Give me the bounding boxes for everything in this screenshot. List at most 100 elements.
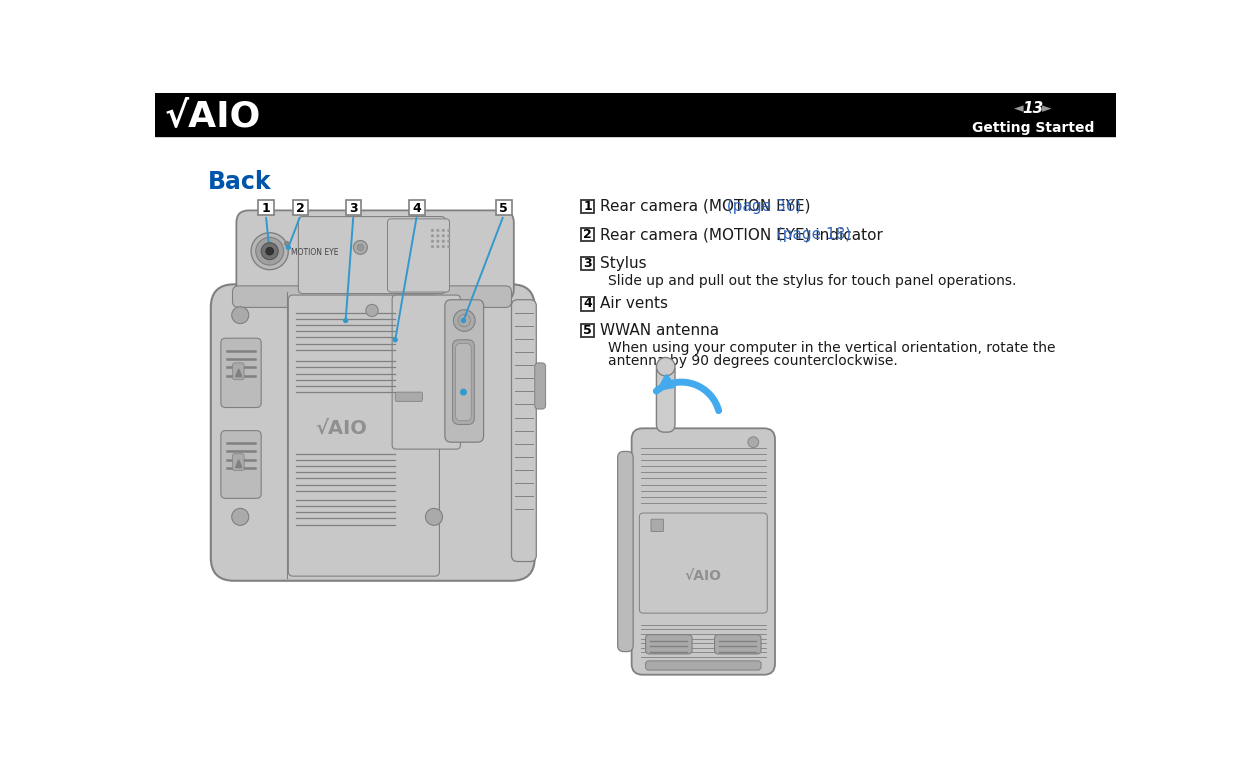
Text: antenna by 90 degrees counterclockwise.: antenna by 90 degrees counterclockwise. bbox=[608, 355, 898, 369]
Text: (page 36): (page 36) bbox=[722, 198, 801, 214]
Circle shape bbox=[262, 243, 278, 260]
Text: √AIO: √AIO bbox=[684, 569, 722, 584]
Circle shape bbox=[284, 241, 289, 246]
Text: 1: 1 bbox=[584, 200, 593, 212]
Circle shape bbox=[448, 240, 450, 243]
Text: 3: 3 bbox=[584, 258, 593, 271]
FancyBboxPatch shape bbox=[496, 200, 511, 215]
Text: 5: 5 bbox=[584, 324, 593, 338]
Text: 4: 4 bbox=[413, 202, 422, 215]
Text: Slide up and pull out the stylus for touch panel operations.: Slide up and pull out the stylus for tou… bbox=[608, 275, 1016, 289]
Circle shape bbox=[432, 245, 434, 248]
FancyBboxPatch shape bbox=[582, 200, 594, 212]
Circle shape bbox=[748, 436, 759, 447]
FancyBboxPatch shape bbox=[396, 392, 423, 401]
Circle shape bbox=[460, 389, 467, 395]
Text: ►: ► bbox=[1042, 102, 1052, 115]
Circle shape bbox=[461, 318, 466, 323]
FancyBboxPatch shape bbox=[651, 519, 663, 531]
Text: Back: Back bbox=[207, 170, 272, 194]
FancyBboxPatch shape bbox=[534, 363, 546, 409]
FancyBboxPatch shape bbox=[714, 635, 761, 654]
Text: 2: 2 bbox=[584, 228, 593, 241]
FancyBboxPatch shape bbox=[656, 363, 675, 432]
FancyBboxPatch shape bbox=[582, 258, 594, 271]
Circle shape bbox=[436, 245, 439, 248]
FancyBboxPatch shape bbox=[511, 300, 536, 562]
Circle shape bbox=[255, 237, 284, 265]
FancyBboxPatch shape bbox=[233, 454, 244, 471]
Text: ◄: ◄ bbox=[1014, 102, 1024, 115]
Circle shape bbox=[393, 337, 398, 342]
FancyBboxPatch shape bbox=[221, 430, 262, 499]
Circle shape bbox=[436, 229, 439, 232]
Polygon shape bbox=[236, 369, 242, 377]
Text: √AIO: √AIO bbox=[315, 419, 367, 438]
Bar bbox=[155, 93, 1116, 136]
Text: Rear camera (MOTION EYE) indicator: Rear camera (MOTION EYE) indicator bbox=[600, 227, 883, 242]
FancyBboxPatch shape bbox=[646, 635, 692, 654]
Circle shape bbox=[357, 244, 363, 251]
Circle shape bbox=[265, 247, 274, 255]
Circle shape bbox=[448, 245, 450, 248]
Circle shape bbox=[441, 229, 445, 232]
Circle shape bbox=[454, 310, 475, 331]
Text: 2: 2 bbox=[296, 202, 305, 215]
Circle shape bbox=[353, 240, 367, 254]
Circle shape bbox=[232, 307, 249, 324]
FancyBboxPatch shape bbox=[582, 228, 594, 241]
FancyBboxPatch shape bbox=[582, 324, 594, 338]
Text: 1: 1 bbox=[262, 202, 270, 215]
Circle shape bbox=[285, 244, 291, 250]
Text: 3: 3 bbox=[350, 202, 357, 215]
FancyBboxPatch shape bbox=[237, 210, 513, 301]
FancyBboxPatch shape bbox=[221, 338, 262, 408]
Text: √AIO: √AIO bbox=[164, 99, 260, 133]
FancyBboxPatch shape bbox=[288, 295, 439, 576]
Circle shape bbox=[366, 304, 378, 317]
FancyBboxPatch shape bbox=[299, 216, 445, 293]
Circle shape bbox=[267, 250, 273, 255]
Text: 4: 4 bbox=[584, 297, 593, 310]
FancyBboxPatch shape bbox=[582, 297, 594, 310]
Text: Rear camera (MOTION EYE): Rear camera (MOTION EYE) bbox=[600, 198, 811, 214]
FancyBboxPatch shape bbox=[646, 661, 761, 670]
Polygon shape bbox=[236, 460, 242, 468]
FancyBboxPatch shape bbox=[618, 451, 634, 652]
Circle shape bbox=[436, 234, 439, 237]
FancyBboxPatch shape bbox=[445, 300, 484, 442]
Circle shape bbox=[441, 240, 445, 243]
FancyBboxPatch shape bbox=[631, 429, 775, 675]
Text: Getting Started: Getting Started bbox=[972, 121, 1094, 135]
FancyBboxPatch shape bbox=[640, 513, 768, 613]
Circle shape bbox=[448, 229, 450, 232]
Text: (page 18): (page 18) bbox=[773, 227, 852, 242]
Text: WWAN antenna: WWAN antenna bbox=[600, 324, 719, 338]
Text: Stylus: Stylus bbox=[600, 257, 646, 272]
Circle shape bbox=[441, 234, 445, 237]
Circle shape bbox=[432, 234, 434, 237]
Text: 5: 5 bbox=[500, 202, 508, 215]
FancyBboxPatch shape bbox=[233, 286, 511, 307]
FancyBboxPatch shape bbox=[258, 200, 274, 215]
FancyBboxPatch shape bbox=[233, 363, 244, 380]
Circle shape bbox=[656, 357, 675, 376]
Circle shape bbox=[343, 318, 348, 323]
FancyBboxPatch shape bbox=[392, 295, 460, 449]
Circle shape bbox=[436, 240, 439, 243]
Circle shape bbox=[458, 314, 470, 327]
FancyBboxPatch shape bbox=[453, 340, 474, 425]
Text: When using your computer in the vertical orientation, rotate the: When using your computer in the vertical… bbox=[608, 342, 1055, 356]
FancyBboxPatch shape bbox=[211, 284, 534, 580]
FancyBboxPatch shape bbox=[409, 200, 424, 215]
Circle shape bbox=[448, 234, 450, 237]
FancyBboxPatch shape bbox=[346, 200, 361, 215]
Circle shape bbox=[425, 508, 443, 525]
Text: MOTION EYE: MOTION EYE bbox=[291, 248, 339, 258]
Text: Air vents: Air vents bbox=[600, 296, 668, 311]
Text: 13: 13 bbox=[1023, 101, 1044, 116]
Circle shape bbox=[250, 233, 288, 270]
FancyBboxPatch shape bbox=[387, 219, 449, 292]
Circle shape bbox=[232, 508, 249, 525]
FancyBboxPatch shape bbox=[293, 200, 309, 215]
